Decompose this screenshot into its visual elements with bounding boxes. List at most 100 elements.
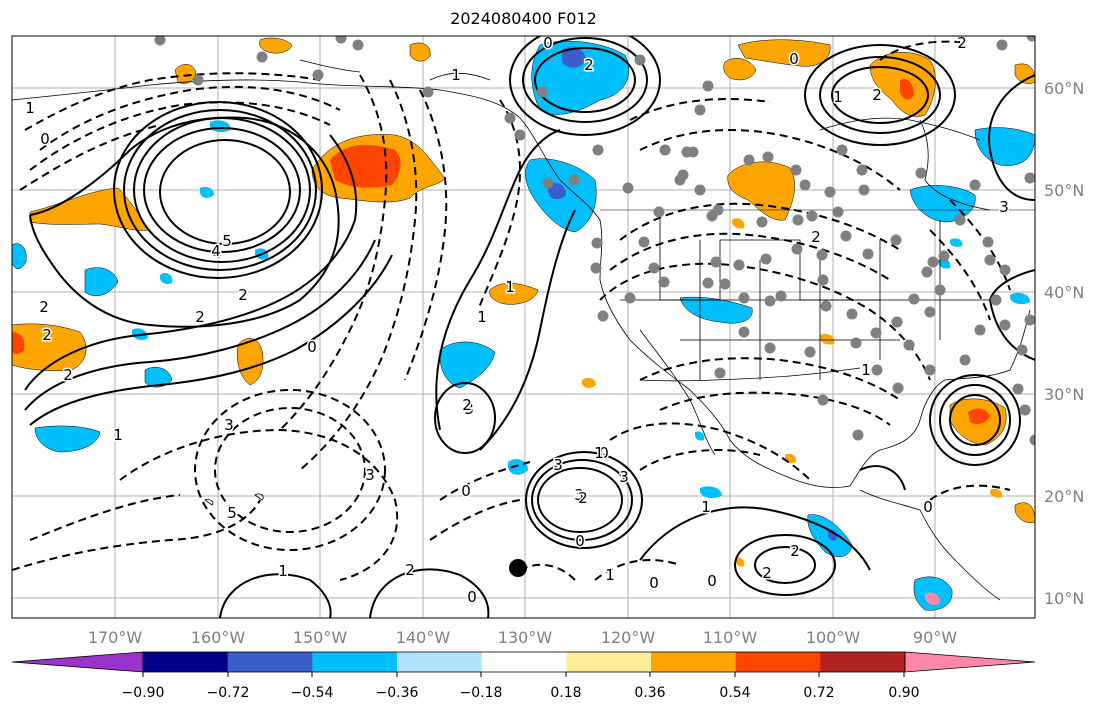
colorbar-segment [820,652,906,672]
station-dot [799,179,811,191]
anomaly-patch [531,40,630,115]
colorbar-tick-label: 0.36 [634,685,665,701]
anomaly-patch [679,296,753,324]
station-dot [597,310,609,322]
station-dot [760,253,772,265]
anomaly-patch [582,377,596,388]
contour-label: 5 [227,504,237,522]
contour-label: 2 [790,542,800,560]
contour-label: 3 [553,456,563,474]
contour-label: 3 [574,486,584,504]
anomaly-patch [174,64,197,84]
storm-center-marker [509,559,527,577]
anomaly-patch [938,258,951,269]
station-dot [674,174,686,186]
anomaly-patch [900,78,914,100]
station-dot [804,346,816,358]
anomaly-patch [160,272,173,285]
station-dot [820,300,832,312]
station-dot [858,184,870,196]
station-dot [999,319,1011,331]
station-dot [984,254,996,266]
contour-label: 5 [222,232,232,250]
longitude-label: 170°W [88,628,143,647]
station-dot [892,382,904,394]
contour-label: 0 [40,130,50,148]
latitude-label: 50°N [1044,181,1084,200]
station-dot [764,295,776,307]
latitude-label: 10°N [1044,589,1084,608]
contour-label: 0 [707,572,717,590]
station-dot [733,259,745,271]
colorbar [11,651,1036,673]
contour-label: 2 [42,326,52,344]
station-dot [1024,172,1035,184]
station-dot [924,364,936,376]
station-dot [702,80,714,92]
station-dot [817,274,829,286]
colorbar-segment [143,652,229,672]
station-dot [256,51,268,63]
anomaly-patch [259,37,293,54]
colorbar-tick-label: 0.54 [719,685,750,701]
longitude-label: 160°W [191,628,246,647]
anomaly-patch [409,42,431,62]
colorbar-tick-labels: −0.90 −0.72 −0.54 −0.36 −0.18 0.18 0.36 0.54 0.7… [122,672,920,701]
station-dot [154,36,166,46]
station-dot [791,243,803,255]
station-dot [504,112,516,124]
solid-contours [24,36,1035,618]
station-dot [908,293,920,305]
contour-label: 1 [594,444,604,462]
station-dot [634,54,646,66]
colorbar-tick-label: −0.72 [207,685,250,701]
contour-label: 1 [505,278,515,296]
graticule [12,36,1035,618]
contour-label: 3 [619,468,629,486]
longitude-label: 150°W [293,628,348,647]
station-dot [762,151,774,163]
station-dot [694,104,706,116]
station-dot [1024,314,1035,326]
station-dot [974,324,986,336]
station-dot [687,146,699,158]
anomaly-patch [12,323,87,372]
station-dot [1026,36,1035,42]
contour-label: 0 [649,574,659,592]
contour-label: 2 [811,228,821,246]
station-dot [756,216,768,228]
station-dot [832,206,844,218]
station-dot [738,326,750,338]
station-dot [719,278,731,290]
station-dot [592,144,604,156]
station-dot [710,256,722,268]
contour-label: 2 [578,489,588,507]
anomaly-patch [562,47,586,68]
station-dot [312,69,324,81]
latitude-label: 60°N [1044,79,1084,98]
station-dot [775,290,787,302]
colorbar-segment [312,652,398,672]
colorbar-tick-label: −0.54 [291,685,334,701]
anomaly-patch [439,341,496,389]
anomaly-patch [732,218,745,229]
station-dot [850,337,862,349]
station-dot [915,167,927,179]
latitude-label: 40°N [1044,283,1084,302]
contour-label: 1 [477,308,487,326]
station-dot [764,342,776,354]
contour-label: 3 [224,416,234,434]
station-dot [352,39,364,51]
station-dot [862,248,874,260]
station-dot [335,36,347,44]
station-dot [954,214,966,226]
anomaly-patch [200,186,214,198]
anomaly-patch [34,425,101,453]
anomaly-patch [330,144,401,188]
station-dot [590,262,602,274]
longitude-label: 140°W [396,628,451,647]
contour-label: 1 [113,426,123,444]
contour-label: 0 [543,34,553,52]
colorbar-extend-min [11,651,144,673]
colorbar-tick-label: −0.90 [122,685,165,701]
